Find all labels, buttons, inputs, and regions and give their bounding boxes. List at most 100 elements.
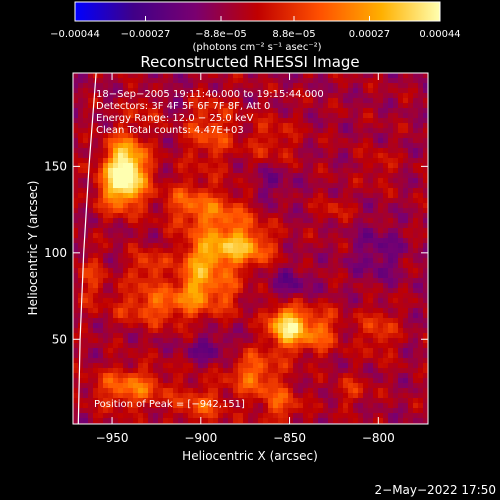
heatmap-cell <box>218 133 224 139</box>
heatmap-cell <box>393 203 399 209</box>
heatmap-cell <box>288 388 294 394</box>
heatmap-cell <box>363 278 369 284</box>
heatmap-cell <box>128 388 134 394</box>
heatmap-cell <box>238 333 244 339</box>
heatmap-cell <box>348 203 354 209</box>
heatmap-cell <box>198 368 204 374</box>
heatmap-cell <box>233 378 239 384</box>
heatmap-cell <box>88 388 94 394</box>
heatmap-cell <box>388 228 394 234</box>
heatmap-cell <box>283 83 289 89</box>
heatmap-cell <box>293 413 299 419</box>
heatmap-cell <box>173 183 179 189</box>
heatmap-cell <box>338 363 344 369</box>
heatmap-cell <box>213 108 219 114</box>
heatmap-cell <box>308 183 314 189</box>
heatmap-cell <box>358 333 364 339</box>
heatmap-cell <box>218 73 224 79</box>
heatmap-cell <box>353 153 359 159</box>
heatmap-cell <box>418 248 424 254</box>
heatmap-cell <box>313 73 319 79</box>
heatmap-cell <box>303 393 309 399</box>
heatmap-cell <box>118 78 124 84</box>
heatmap-cell <box>343 308 349 314</box>
heatmap-cell <box>223 383 229 389</box>
heatmap-cell <box>168 358 174 364</box>
heatmap-cell <box>103 403 109 409</box>
heatmap-cell <box>378 388 384 394</box>
heatmap-cell <box>343 133 349 139</box>
heatmap-cell <box>128 83 134 89</box>
heatmap-cell <box>88 78 94 84</box>
heatmap-cell <box>263 263 269 269</box>
heatmap-cell <box>238 243 244 249</box>
heatmap-cell <box>288 93 294 99</box>
heatmap-cell <box>353 328 359 334</box>
heatmap-cell <box>98 178 104 184</box>
heatmap-cell <box>248 288 254 294</box>
heatmap-cell <box>88 333 94 339</box>
heatmap-cell <box>73 203 79 209</box>
heatmap-cell <box>303 123 309 129</box>
heatmap-cell <box>278 93 284 99</box>
heatmap-cell <box>288 273 294 279</box>
heatmap-cell <box>213 348 219 354</box>
heatmap-cell <box>318 413 324 419</box>
heatmap-cell <box>163 168 169 174</box>
heatmap-cell <box>338 123 344 129</box>
heatmap-cell <box>88 213 94 219</box>
heatmap-cell <box>423 123 428 129</box>
heatmap-cell <box>248 308 254 314</box>
heatmap-cell <box>388 138 394 144</box>
heatmap-cell <box>263 383 269 389</box>
heatmap-cell <box>273 303 279 309</box>
heatmap-cell <box>163 213 169 219</box>
heatmap-cell <box>78 248 84 254</box>
heatmap-cell <box>318 78 324 84</box>
heatmap-cell <box>128 193 134 199</box>
heatmap-cell <box>363 243 369 249</box>
heatmap-cell <box>93 358 99 364</box>
heatmap-cell <box>78 88 84 94</box>
heatmap-cell <box>213 323 219 329</box>
heatmap-cell <box>308 138 314 144</box>
heatmap-cell <box>418 233 424 239</box>
heatmap-cell <box>348 83 354 89</box>
heatmap-cell <box>168 408 174 414</box>
heatmap-cell <box>348 293 354 299</box>
heatmap-cell <box>218 413 224 419</box>
heatmap-cell <box>163 378 169 384</box>
heatmap-cell <box>308 113 314 119</box>
heatmap-cell <box>193 243 199 249</box>
heatmap-cell <box>393 358 399 364</box>
heatmap-cell <box>328 263 334 269</box>
heatmap-cell <box>258 278 264 284</box>
heatmap-cell <box>178 83 184 89</box>
heatmap-cell <box>338 348 344 354</box>
heatmap-cell <box>113 238 119 244</box>
heatmap-cell <box>418 358 424 364</box>
heatmap-cell <box>343 298 349 304</box>
heatmap-cell <box>338 373 344 379</box>
heatmap-cell <box>173 358 179 364</box>
heatmap-cell <box>178 378 184 384</box>
heatmap-cell <box>348 188 354 194</box>
heatmap-cell <box>278 103 284 109</box>
heatmap-cell <box>418 283 424 289</box>
heatmap-cell <box>263 128 269 134</box>
heatmap-cell <box>178 73 184 79</box>
heatmap-cell <box>343 283 349 289</box>
heatmap-cell <box>403 138 409 144</box>
heatmap-cell <box>258 108 264 114</box>
heatmap-cell <box>353 228 359 234</box>
heatmap-cell <box>218 163 224 169</box>
heatmap-cell <box>258 228 264 234</box>
heatmap-cell <box>138 148 144 154</box>
heatmap-cell <box>123 308 129 314</box>
heatmap-cell <box>93 198 99 204</box>
heatmap-cell <box>223 288 229 294</box>
heatmap-cell <box>408 348 414 354</box>
heatmap-cell <box>203 178 209 184</box>
heatmap-cell <box>93 268 99 274</box>
heatmap-cell <box>318 203 324 209</box>
